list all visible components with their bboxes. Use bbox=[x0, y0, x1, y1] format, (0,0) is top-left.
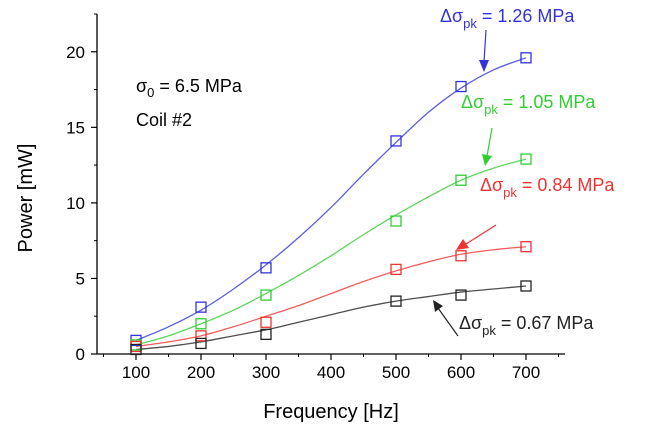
data-point-series-3 bbox=[260, 316, 272, 328]
label-series-1: Δσpk = 1.26 MPa bbox=[440, 6, 575, 31]
data-points bbox=[130, 52, 532, 356]
data-point-series-4 bbox=[520, 280, 532, 292]
arrow-series-2 bbox=[482, 127, 493, 166]
fit-curve-series-1 bbox=[135, 57, 527, 341]
x-tick-label: 200 bbox=[187, 363, 215, 382]
data-point-series-2 bbox=[260, 289, 272, 301]
data-point-series-1 bbox=[390, 135, 402, 147]
fit-curves bbox=[135, 57, 527, 351]
sigma0-symbol: σ bbox=[136, 76, 147, 96]
fit-curve-series-4 bbox=[135, 285, 527, 351]
data-point-series-1 bbox=[260, 262, 272, 274]
x-tick-label: 100 bbox=[122, 363, 150, 382]
y-axis-label: Power [mW] bbox=[15, 144, 37, 253]
data-point-series-2 bbox=[520, 153, 532, 165]
fit-curve-series-3 bbox=[135, 246, 527, 348]
data-point-series-4 bbox=[390, 295, 402, 307]
label-series-1-sub: pk bbox=[463, 16, 477, 31]
sigma0-value: = 6.5 MPa bbox=[154, 76, 243, 96]
label-series-4-prefix: Δσ bbox=[459, 313, 482, 333]
x-tick-label: 600 bbox=[447, 363, 475, 382]
arrow-series-3 bbox=[456, 224, 497, 250]
arrow-series-1 bbox=[479, 29, 489, 72]
label-series-3-sub: pk bbox=[503, 185, 517, 200]
coil-note: Coil #2 bbox=[136, 110, 192, 130]
label-series-3: Δσpk = 0.84 MPa bbox=[480, 175, 615, 200]
label-series-3-prefix: Δσ bbox=[480, 175, 503, 195]
ticks: 100 200 300 400 500 600 700 0 5 10 15 20 bbox=[66, 13, 559, 382]
label-series-2-text: = 1.05 MPa bbox=[498, 92, 597, 112]
x-tick-label: 300 bbox=[252, 363, 280, 382]
y-tick-label: 10 bbox=[66, 194, 85, 213]
y-tick-label: 5 bbox=[76, 269, 85, 288]
label-series-2-sub: pk bbox=[484, 102, 498, 117]
y-tick-label: 0 bbox=[76, 345, 85, 364]
data-point-series-1 bbox=[195, 301, 207, 313]
data-point-series-1 bbox=[455, 80, 467, 93]
data-point-series-4 bbox=[455, 289, 467, 301]
data-point-series-3 bbox=[455, 250, 467, 262]
x-tick-label: 500 bbox=[382, 363, 410, 382]
x-axis-label: Frequency [Hz] bbox=[263, 401, 399, 423]
data-point-series-3 bbox=[390, 263, 402, 276]
y-tick-label: 15 bbox=[66, 118, 85, 137]
data-point-series-2 bbox=[455, 174, 467, 186]
label-series-4-sub: pk bbox=[482, 323, 496, 338]
data-point-series-2 bbox=[195, 318, 207, 330]
data-point-series-3 bbox=[195, 330, 207, 342]
x-tick-label: 400 bbox=[317, 363, 345, 382]
label-series-1-prefix: Δσ bbox=[440, 6, 463, 26]
sigma0-note: σ0 = 6.5 MPa bbox=[136, 76, 243, 100]
arrow-series-4 bbox=[433, 300, 459, 337]
data-point-series-4 bbox=[130, 343, 142, 356]
data-point-series-3 bbox=[520, 241, 532, 253]
data-point-series-4 bbox=[260, 328, 272, 341]
label-series-1-text: = 1.26 MPa bbox=[477, 6, 576, 26]
y-tick-label: 20 bbox=[66, 43, 85, 62]
label-series-2-prefix: Δσ bbox=[461, 92, 484, 112]
data-point-series-1 bbox=[520, 52, 532, 64]
fit-curve-series-2 bbox=[135, 158, 527, 346]
data-point-series-2 bbox=[390, 215, 402, 227]
x-tick-label: 700 bbox=[512, 363, 540, 382]
data-point-series-4 bbox=[195, 337, 207, 350]
sigma0-subscript: 0 bbox=[147, 85, 154, 100]
label-series-3-text: = 0.84 MPa bbox=[517, 175, 616, 195]
label-series-4-text: = 0.67 MPa bbox=[496, 313, 595, 333]
label-series-2: Δσpk = 1.05 MPa bbox=[461, 92, 596, 117]
label-series-4: Δσpk = 0.67 MPa bbox=[459, 313, 594, 338]
